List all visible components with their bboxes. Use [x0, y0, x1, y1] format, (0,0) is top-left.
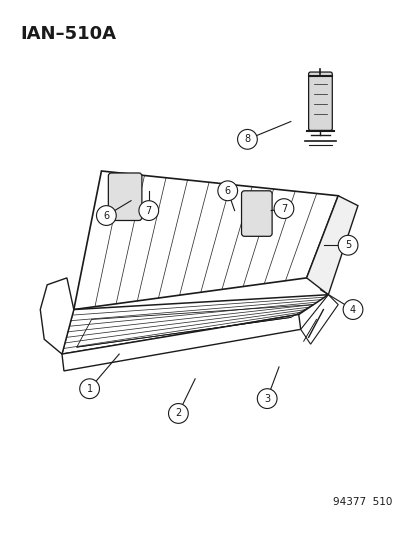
- Text: 3: 3: [263, 393, 270, 403]
- Circle shape: [80, 379, 99, 399]
- Circle shape: [337, 236, 357, 255]
- Circle shape: [342, 300, 362, 319]
- FancyBboxPatch shape: [241, 191, 271, 236]
- Text: 7: 7: [145, 206, 152, 215]
- Text: IAN–510A: IAN–510A: [21, 25, 116, 43]
- Text: 6: 6: [224, 186, 230, 196]
- Text: 4: 4: [349, 304, 355, 314]
- Polygon shape: [74, 171, 337, 310]
- Polygon shape: [300, 295, 337, 344]
- Circle shape: [96, 206, 116, 225]
- Polygon shape: [62, 295, 328, 354]
- Polygon shape: [306, 196, 357, 295]
- Text: 94377  510: 94377 510: [332, 497, 392, 507]
- Circle shape: [168, 403, 188, 423]
- Circle shape: [217, 181, 237, 201]
- FancyBboxPatch shape: [108, 173, 142, 221]
- Polygon shape: [62, 314, 300, 371]
- Circle shape: [273, 199, 293, 219]
- Text: 5: 5: [344, 240, 350, 250]
- Circle shape: [257, 389, 276, 408]
- Text: 2: 2: [175, 408, 181, 418]
- FancyBboxPatch shape: [308, 72, 332, 131]
- Text: 7: 7: [280, 204, 286, 214]
- Text: 6: 6: [103, 211, 109, 221]
- Circle shape: [237, 130, 257, 149]
- Polygon shape: [40, 278, 74, 354]
- Text: 8: 8: [244, 134, 250, 144]
- Text: 1: 1: [86, 384, 93, 394]
- Circle shape: [139, 201, 158, 221]
